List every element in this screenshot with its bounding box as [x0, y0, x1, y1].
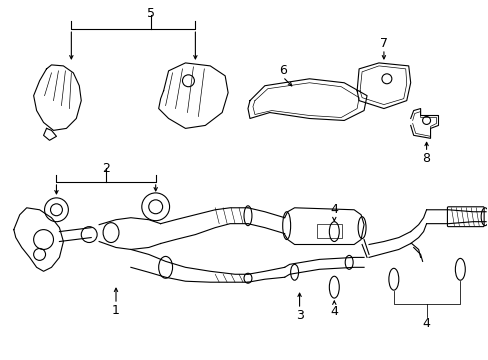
Text: 1: 1 — [112, 305, 120, 318]
Text: 2: 2 — [102, 162, 110, 175]
Text: 4: 4 — [330, 306, 338, 319]
Bar — [317, 224, 342, 238]
Text: 4: 4 — [330, 203, 338, 216]
Text: 4: 4 — [422, 318, 429, 330]
Text: 6: 6 — [278, 64, 286, 77]
Text: 8: 8 — [422, 152, 430, 165]
Text: 7: 7 — [379, 37, 387, 50]
Text: 3: 3 — [295, 310, 303, 323]
Text: 5: 5 — [146, 7, 154, 20]
